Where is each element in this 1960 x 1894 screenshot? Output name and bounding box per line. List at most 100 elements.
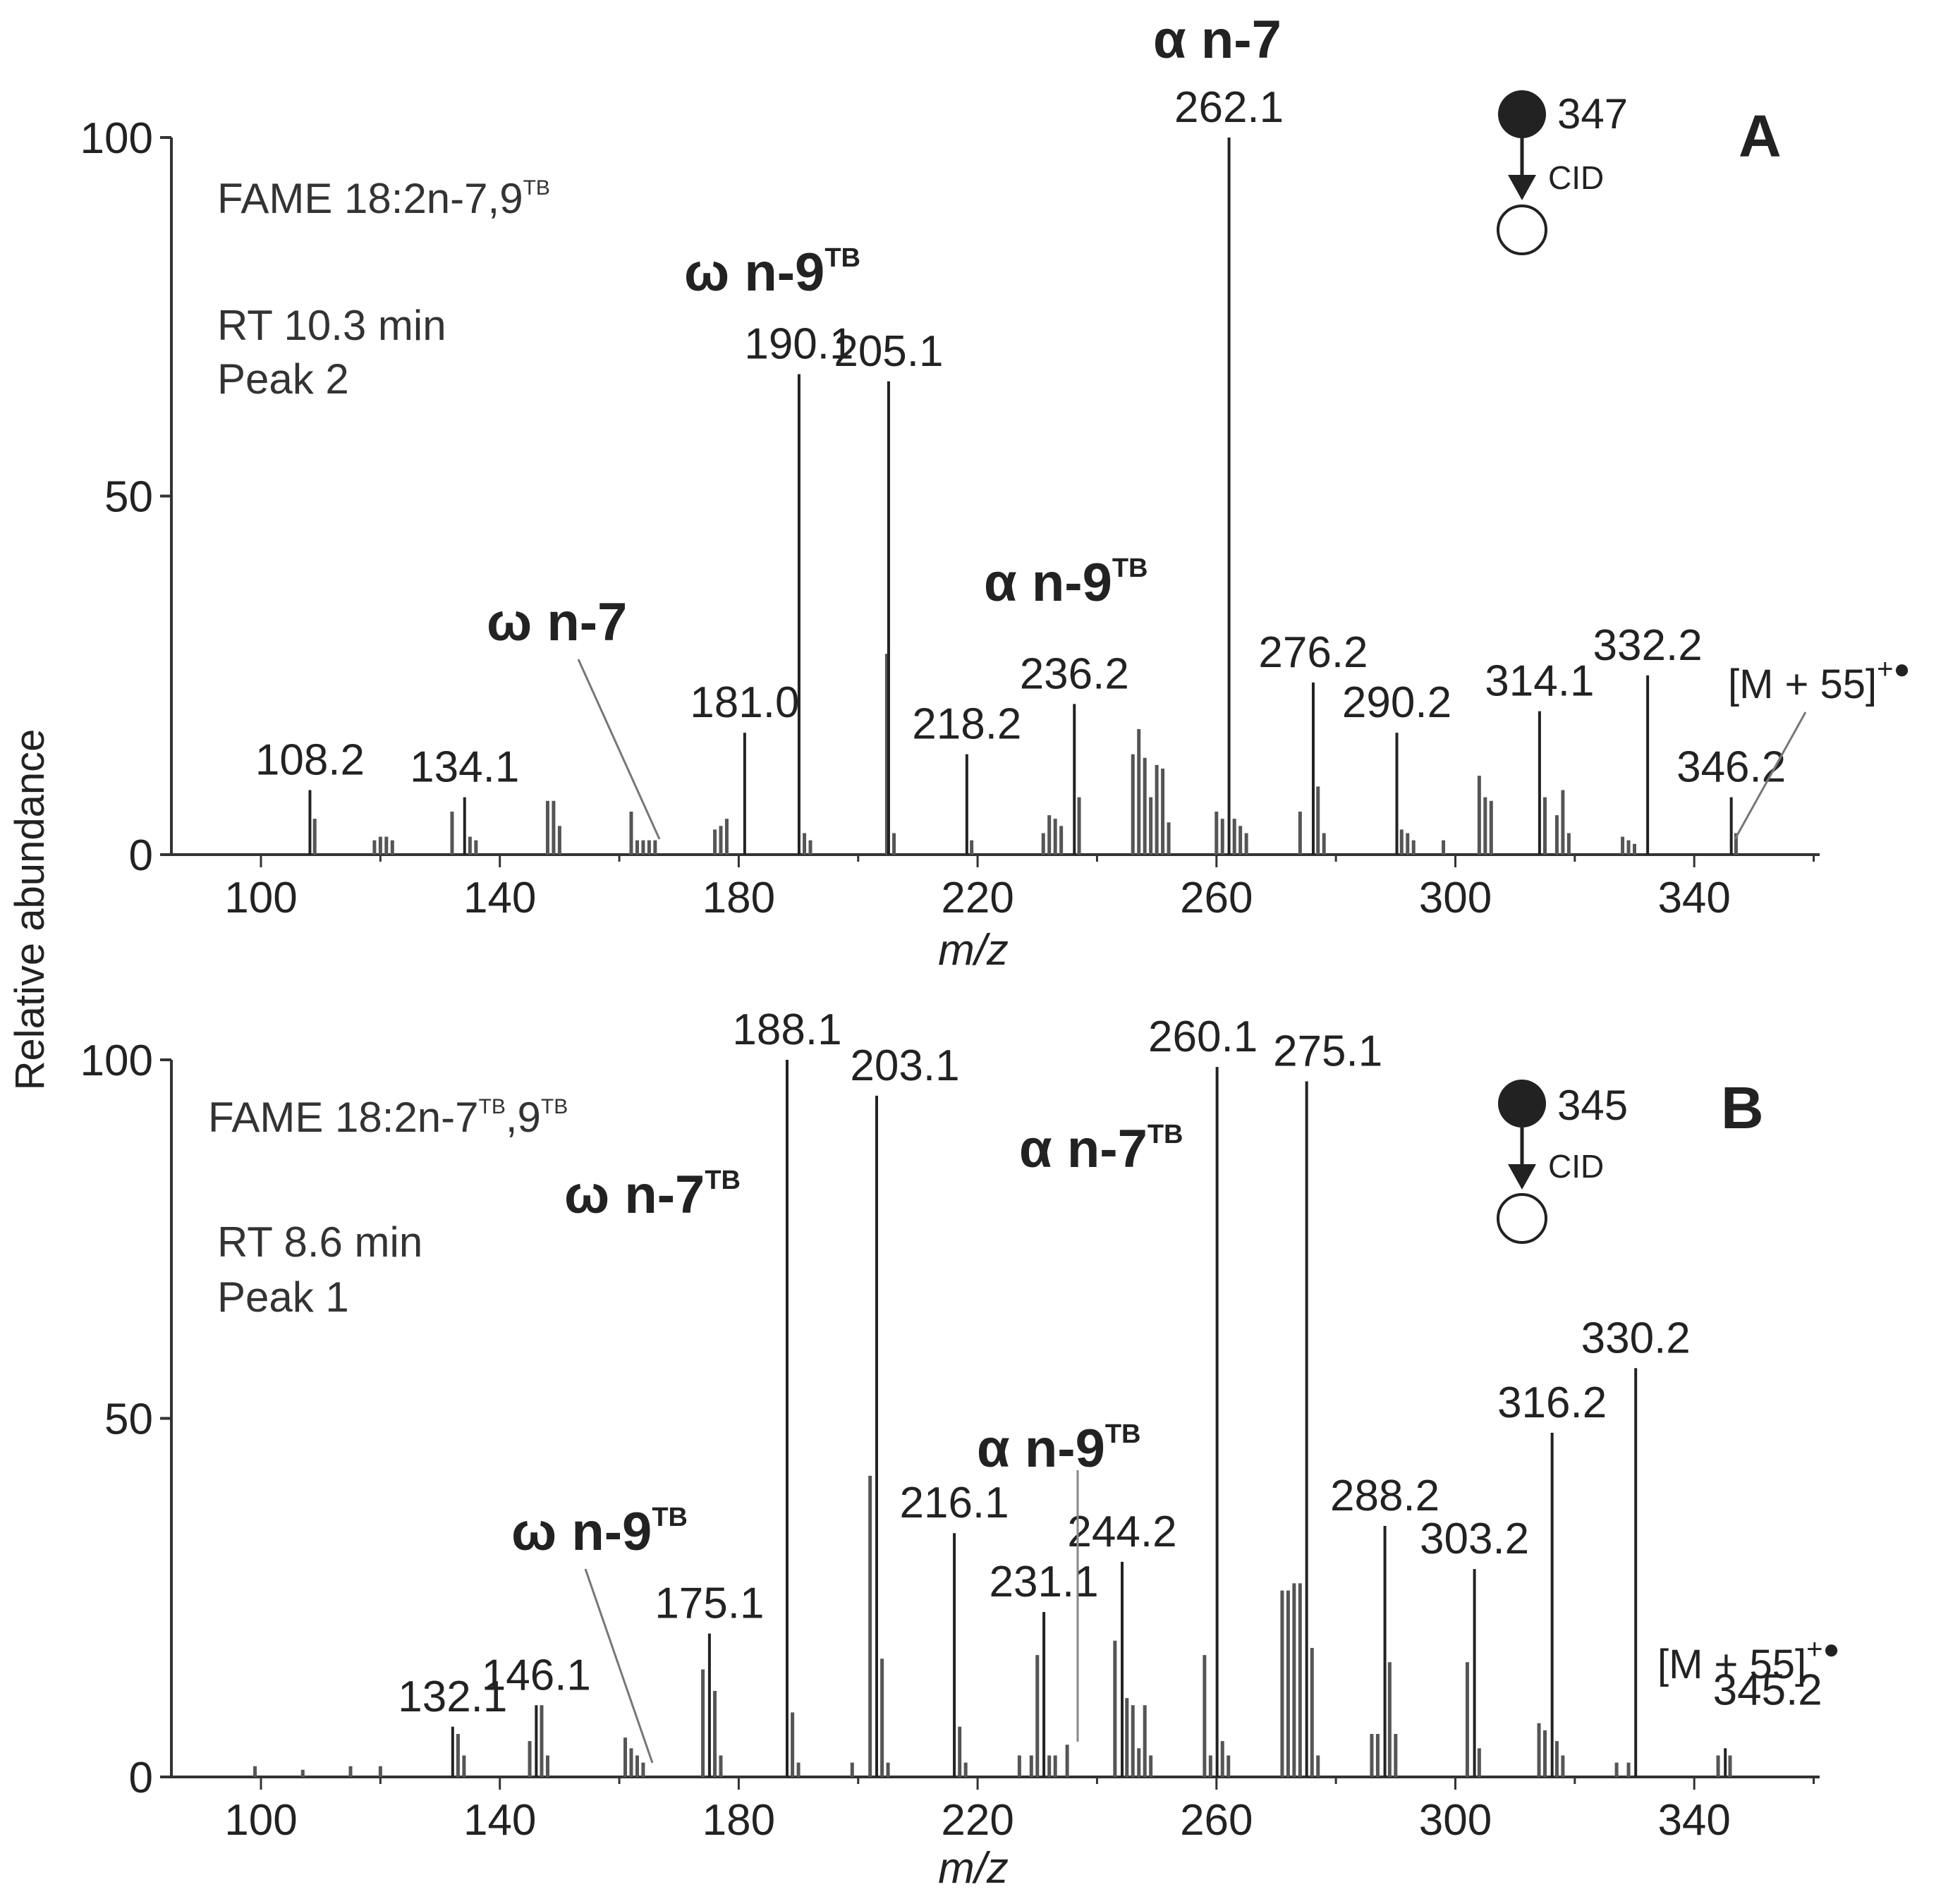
panel-a-annotation-omega-n9-text: ω n-9 xyxy=(684,243,824,303)
panel-b-compound-sup1: TB xyxy=(479,1095,506,1118)
panel-a-molecular-ion-leader xyxy=(1734,711,1807,840)
panel-a-molecular-ion-sup: +● xyxy=(1877,654,1911,685)
panel-b-x-axis-label: m/z xyxy=(938,1844,1009,1893)
panel-b-peak-number: Peak 1 xyxy=(217,1273,349,1321)
panel-a-annotation-omega-n9: ω n-9TB xyxy=(684,243,860,303)
panel-a-precursor-ion-icon xyxy=(1498,90,1546,138)
panel-a-x-tick-label: 260 xyxy=(1180,874,1253,922)
panel-b-annotation-omega-n7-text: ω n-7 xyxy=(564,1165,705,1225)
panel-b-letter: B xyxy=(1721,1075,1764,1141)
panel-b-peak-label-175.1: 175.1 xyxy=(655,1580,764,1628)
panel-b-peak-label-260.1: 260.1 xyxy=(1148,1013,1258,1061)
panel-a-peak-label-218.2: 218.2 xyxy=(912,700,1021,749)
panel-a-annotation-alpha-n9-text: α n-9 xyxy=(984,553,1112,613)
panel-a-annotation-alpha-n7: α n-7 xyxy=(1153,10,1282,70)
panel-b-cid-scheme: 345 CID xyxy=(1497,1080,1628,1244)
panel-b-precursor-mz: 345 xyxy=(1557,1082,1628,1129)
panel-a-x-tick-label: 100 xyxy=(224,874,297,922)
panel-a-cid-label: CID xyxy=(1548,159,1604,196)
panel-a-cid-arrowhead-icon xyxy=(1508,175,1536,200)
panel-b-annotation-alpha-n9-sup: TB xyxy=(1105,1419,1141,1449)
panel-a-x-tick-label: 300 xyxy=(1419,874,1492,922)
panel-b-molecular-ion-text: [M + 55] xyxy=(1657,1642,1806,1687)
panel-a-letter: A xyxy=(1739,103,1782,169)
panel-b-x-tick-label: 260 xyxy=(1180,1796,1253,1845)
panel-b-annotation-omega-n9-text: ω n-9 xyxy=(511,1502,652,1562)
y-axis-label: Relative abundance xyxy=(7,729,53,1091)
panel-b-annotation-omega-n7-sup: TB xyxy=(705,1166,741,1195)
panel-a-peak-label-236.2: 236.2 xyxy=(1020,649,1129,698)
panel-b-x-tick-label: 140 xyxy=(463,1796,536,1845)
panel-a-annotation-alpha-n9-sup: TB xyxy=(1112,554,1148,583)
panel-b-peak-label-330.2: 330.2 xyxy=(1581,1314,1691,1362)
panel-b-product-ion-icon xyxy=(1497,1193,1547,1244)
panel-b-retention-time: RT 8.6 min xyxy=(217,1218,422,1266)
panel-a-annotation-alpha-n9: α n-9TB xyxy=(984,553,1148,613)
panel-a-annotation-omega-n9-sup: TB xyxy=(824,243,860,273)
panel-b-x-tick-label: 180 xyxy=(702,1796,775,1845)
panel-a-peak-label-108.2: 108.2 xyxy=(255,735,365,784)
panel-b-annotation-alpha-n9: α n-9TB xyxy=(977,1419,1141,1479)
panel-b-peak-label-303.2: 303.2 xyxy=(1420,1515,1529,1563)
panel-b-x-tick-label: 340 xyxy=(1657,1796,1730,1845)
panel-b-annotation-omega-n7: ω n-7TB xyxy=(564,1165,741,1225)
panel-b-annotation-alpha-n7-sup: TB xyxy=(1148,1120,1183,1149)
panel-b-y-tick-label: 100 xyxy=(80,1037,153,1085)
panel-b-annotation-alpha-n7-text: α n-7 xyxy=(1019,1119,1148,1179)
panel-b-x-ticks: 100 140 180 220 260 300 340 xyxy=(224,1777,1815,1845)
panel-b-omega-n9-leader xyxy=(584,1568,654,1764)
panel-b-y-tick-label: 50 xyxy=(104,1395,153,1444)
panel-b-y-ticks: 0 50 100 xyxy=(80,1037,171,1802)
panel-b-annotation-alpha-n7: α n-7TB xyxy=(1019,1119,1183,1179)
panel-a-precursor-mz: 347 xyxy=(1557,90,1628,138)
panel-b-compound-mid: ,9 xyxy=(506,1094,541,1141)
panel-a-peak-label-134.1: 134.1 xyxy=(410,743,519,792)
panel-b-compound-name: FAME 18:2n-7 xyxy=(208,1094,479,1141)
panel-b-annotation-omega-n9-sup: TB xyxy=(652,1503,688,1532)
panel-a-peak-number: Peak 2 xyxy=(217,355,349,403)
panel-b-x-tick-label: 220 xyxy=(941,1796,1014,1845)
panel-b-cid-arrowhead-icon xyxy=(1508,1164,1536,1190)
panel-a-omega-n7-leader xyxy=(577,659,661,840)
panel-a-peak-label-346.2: 346.2 xyxy=(1676,743,1786,792)
panel-b-annotation-alpha-n9-text: α n-9 xyxy=(977,1419,1105,1479)
panel-a-x-axis-label: m/z xyxy=(938,926,1009,975)
panel-b-peak-label-316.2: 316.2 xyxy=(1497,1379,1607,1427)
panel-a-compound-name: FAME 18:2n-7,9 xyxy=(217,175,523,222)
panel-b-y-tick-label: 0 xyxy=(129,1754,153,1802)
panel-a-cid-scheme: 347 CID xyxy=(1497,90,1628,255)
panel-b-cid-label: CID xyxy=(1548,1148,1604,1185)
panel-b-peak-label-203.1: 203.1 xyxy=(850,1041,959,1090)
panel-b-peaks xyxy=(253,1060,1732,1777)
panel-a-x-tick-label: 180 xyxy=(702,874,775,922)
panel-a-peak-label-262.1: 262.1 xyxy=(1174,83,1284,132)
panel-a-molecular-ion-label: [M + 55]+● xyxy=(1728,654,1911,707)
panel-b-peak-label-132.1: 132.1 xyxy=(398,1673,507,1721)
panel-a-peak-label-290.2: 290.2 xyxy=(1342,678,1451,727)
panel-a-x-ticks: 100 140 180 220 260 300 340 xyxy=(224,855,1815,922)
panel-b-peak-label-231.1: 231.1 xyxy=(990,1558,1099,1606)
panel-a-compound-label: FAME 18:2n-7,9TB xyxy=(217,175,550,222)
panel-b-molecular-ion-sup: +● xyxy=(1806,1634,1840,1665)
panel-b-peak-label-216.1: 216.1 xyxy=(899,1479,1009,1527)
panel-a-peaks xyxy=(308,138,1738,855)
panel-b-peak-label-288.2: 288.2 xyxy=(1330,1472,1439,1520)
panel-b-compound-sup2: TB xyxy=(541,1095,568,1118)
panel-a-x-tick-label: 340 xyxy=(1657,874,1730,922)
panel-a-product-ion-icon xyxy=(1497,204,1547,255)
panel-a-molecular-ion-text: [M + 55] xyxy=(1728,661,1877,707)
panel-a-annotation-omega-n7-text: ω n-7 xyxy=(487,592,627,652)
panel-b-peak-label-345.2: 345.2 xyxy=(1713,1666,1822,1714)
panel-a-annotation-alpha-n7-text: α n-7 xyxy=(1153,10,1282,70)
panel-b-molecular-ion-label: [M + 55]+● xyxy=(1657,1634,1840,1687)
panel-a-peak-label-190.1: 190.1 xyxy=(744,320,853,369)
panel-a-peak-label-332.2: 332.2 xyxy=(1593,621,1703,670)
panel-a-y-tick-label: 0 xyxy=(129,831,153,880)
panel-a-peak-label-181.0: 181.0 xyxy=(690,678,799,727)
panel-a-peak-label-314.1: 314.1 xyxy=(1485,657,1594,706)
panel-b-x-tick-label: 100 xyxy=(224,1796,297,1845)
panel-a-annotation-omega-n7: ω n-7 xyxy=(487,592,627,652)
